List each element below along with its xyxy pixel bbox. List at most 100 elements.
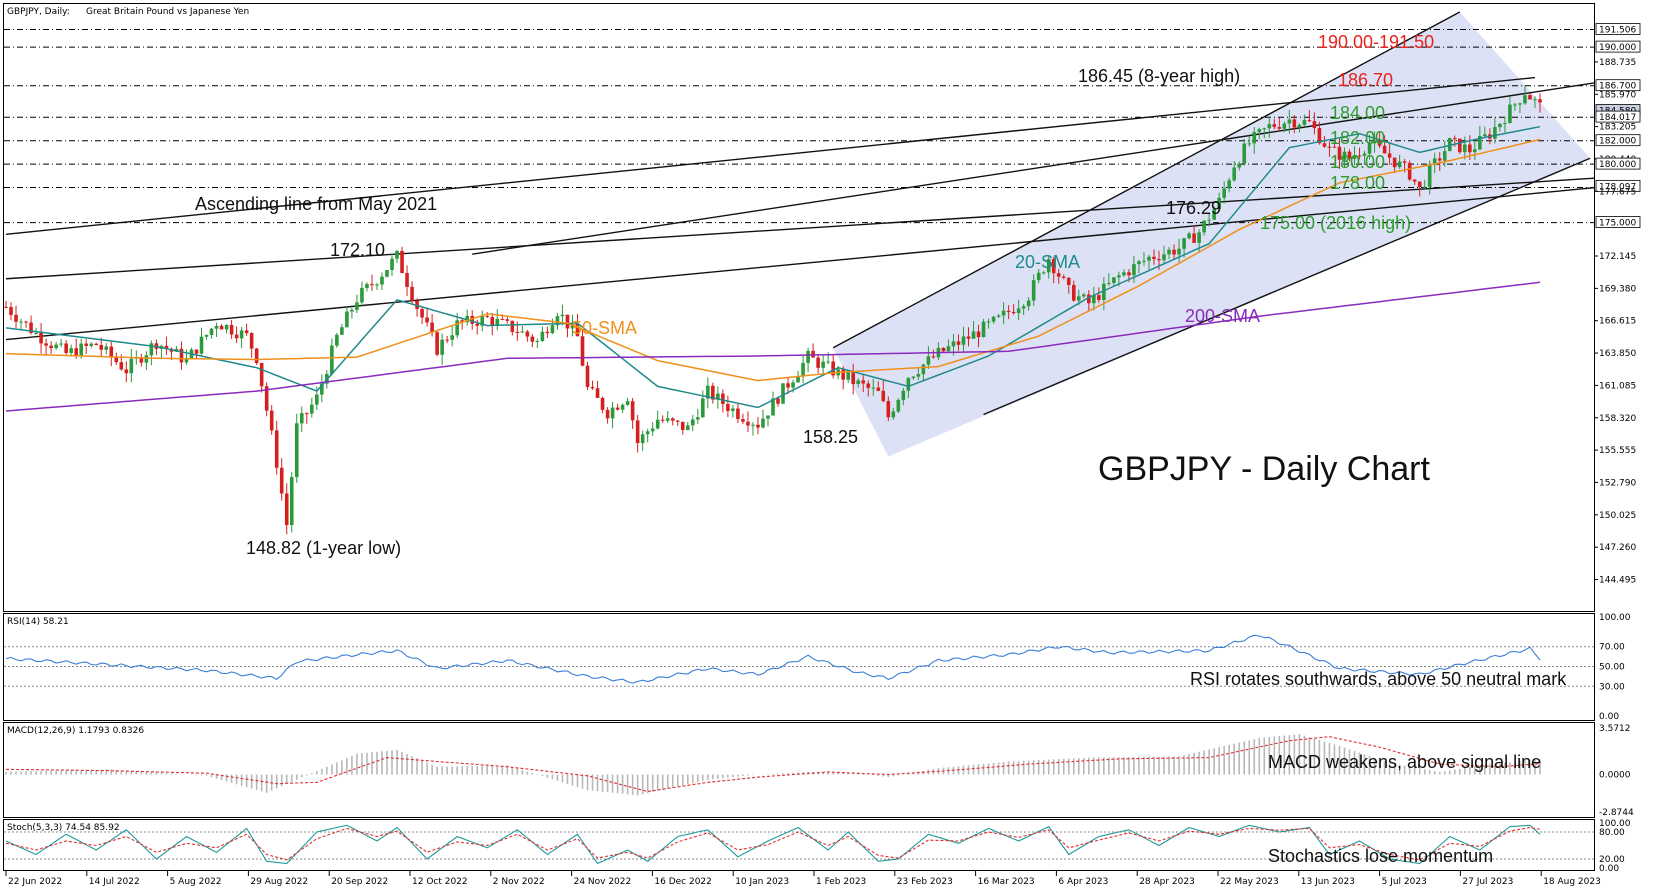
candle-body <box>1257 129 1262 133</box>
candle-body <box>906 378 911 391</box>
candle-body <box>179 348 184 363</box>
candle-body <box>385 270 389 277</box>
candle-body <box>726 403 730 411</box>
candle-body <box>1092 295 1096 304</box>
candle-body <box>330 345 334 374</box>
candle-body <box>1182 238 1186 249</box>
candle-body <box>1372 140 1377 144</box>
candle-body <box>249 333 254 349</box>
point-172-label: 172.10 <box>330 240 385 260</box>
candle-body <box>1292 119 1297 128</box>
candle-body <box>1197 232 1201 243</box>
candle-body <box>1493 127 1497 139</box>
candle-body <box>786 383 790 388</box>
candle-body <box>951 341 956 347</box>
candle-body <box>460 320 464 323</box>
candle-body <box>1112 277 1116 283</box>
channel-upper <box>832 11 1461 349</box>
y-tick-label: 180.000 <box>1599 160 1636 170</box>
candle-body <box>806 350 810 363</box>
candle-body <box>109 346 114 358</box>
candle-body <box>24 321 28 323</box>
x-tick-label: 16 Dec 2022 <box>654 877 712 887</box>
candle-body <box>856 380 861 385</box>
candle-body <box>1327 146 1332 148</box>
candle-body <box>264 386 269 411</box>
candle-body <box>1066 277 1071 285</box>
candle-body <box>781 383 785 404</box>
x-tick-label: 24 Nov 2022 <box>574 877 632 887</box>
candle-body <box>585 365 590 387</box>
candle-body <box>164 345 169 349</box>
macd-signal-line <box>5 736 1541 793</box>
candle-body <box>701 398 705 418</box>
stoch-d-line <box>5 826 1541 861</box>
candle-body <box>84 343 89 346</box>
rsi-tick-label: 70.00 <box>1599 643 1625 653</box>
candle-body <box>1533 99 1537 101</box>
candle-body <box>756 424 760 428</box>
x-tick-label: 28 Apr 2023 <box>1139 877 1195 887</box>
x-tick-label: 20 Sep 2022 <box>331 877 388 887</box>
candle-body <box>1117 275 1121 278</box>
stoch-tick-label: 20.00 <box>1599 855 1625 865</box>
rsi-tick-label: 0.00 <box>1599 712 1619 722</box>
candle-body <box>1122 272 1126 276</box>
candle-body <box>1272 124 1277 128</box>
candle-body <box>520 331 525 333</box>
candle-body <box>1513 104 1517 106</box>
candle-body <box>525 331 530 337</box>
macd-header: MACD(12,26,9) 1.1793 0.8326 <box>7 726 144 736</box>
candle-body <box>956 341 961 345</box>
candle-body <box>239 330 244 339</box>
candle-body <box>685 425 690 430</box>
candle-body <box>425 317 429 323</box>
stoch-header: Stoch(5,3,3) 74.54 85.92 <box>7 823 120 833</box>
candle-body <box>1287 119 1292 124</box>
candle-body <box>1312 121 1317 129</box>
candle-body <box>625 401 630 405</box>
candle-body <box>320 383 324 395</box>
candle-body <box>1127 272 1131 276</box>
y-tick-label: 155.555 <box>1599 446 1636 456</box>
candle-body <box>826 361 830 363</box>
candle-body <box>420 309 424 318</box>
candle-body <box>505 319 510 321</box>
candle-body <box>254 348 259 364</box>
candle-body <box>1538 99 1542 103</box>
level-186-70-label: 186.70 <box>1338 70 1393 90</box>
candle-body <box>1352 155 1357 159</box>
candle-body <box>981 321 986 338</box>
candle-body <box>1407 162 1412 180</box>
candle-body <box>1147 256 1151 261</box>
stoch-tick-label: 100.00 <box>1599 819 1631 829</box>
rsi-tick-label: 50.00 <box>1599 663 1625 673</box>
resistance-line-172 <box>472 82 1594 255</box>
price-tag-box <box>1595 110 1641 123</box>
y-tick-label: 152.790 <box>1599 478 1636 488</box>
level-184-label: 184.00 <box>1330 103 1385 123</box>
candle-body <box>54 344 58 349</box>
price-tag-box <box>1595 157 1641 170</box>
candle-body <box>1317 128 1322 144</box>
high-8y-label: 186.45 (8-year high) <box>1078 66 1240 86</box>
candle-body <box>1457 138 1462 153</box>
price-tag-box <box>1595 40 1641 53</box>
macd-tick-label: 0.0000 <box>1599 771 1631 781</box>
candle-body <box>610 407 615 419</box>
candle-body <box>1498 123 1502 128</box>
candle-body <box>1447 138 1452 152</box>
candle-body <box>1142 260 1146 262</box>
candle-body <box>1442 151 1447 161</box>
candle-body <box>976 331 981 338</box>
candle-body <box>690 419 695 426</box>
candle-body <box>555 316 560 326</box>
candle-body <box>1262 128 1267 130</box>
x-tick-label: 5 Aug 2022 <box>170 877 222 887</box>
candle-body <box>375 284 379 286</box>
price-tag-box <box>1595 79 1641 92</box>
y-tick-label: 150.025 <box>1599 511 1636 521</box>
y-tick-label: 182.000 <box>1599 137 1636 147</box>
candle-body <box>1212 209 1216 220</box>
